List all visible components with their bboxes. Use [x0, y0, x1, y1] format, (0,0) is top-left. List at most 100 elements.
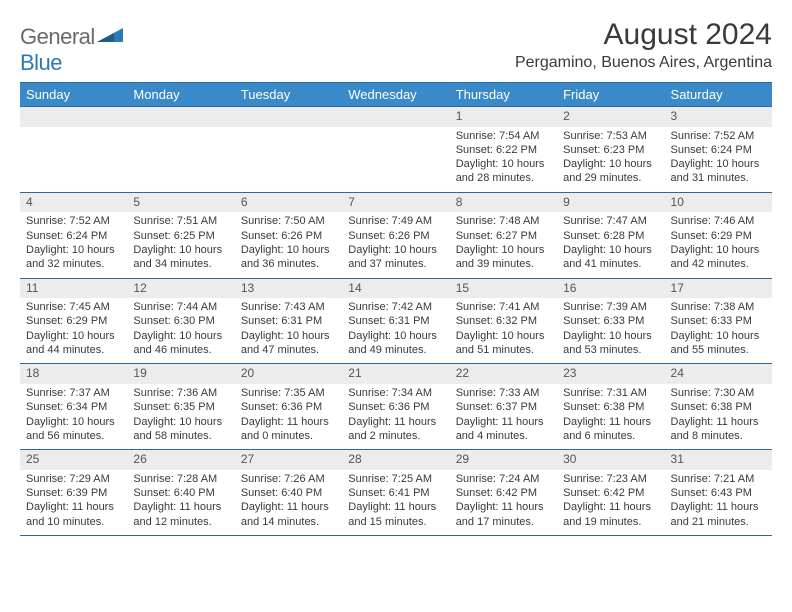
- daylight-text: Daylight: 11 hours and 2 minutes.: [348, 415, 443, 444]
- sunset-text: Sunset: 6:40 PM: [133, 486, 228, 500]
- sunrise-text: Sunrise: 7:26 AM: [241, 472, 336, 486]
- sunset-text: Sunset: 6:31 PM: [241, 314, 336, 328]
- logo-text-blue: Blue: [20, 50, 62, 75]
- sunrise-text: Sunrise: 7:34 AM: [348, 386, 443, 400]
- calendar-day-cell: 10Sunrise: 7:46 AMSunset: 6:29 PMDayligh…: [665, 192, 772, 278]
- daylight-text: Daylight: 10 hours and 53 minutes.: [563, 329, 658, 358]
- day-number: 14: [342, 279, 449, 299]
- sunrise-text: Sunrise: 7:35 AM: [241, 386, 336, 400]
- calendar-day-cell: 11Sunrise: 7:45 AMSunset: 6:29 PMDayligh…: [20, 278, 127, 364]
- sunrise-text: Sunrise: 7:41 AM: [456, 300, 551, 314]
- day-data: Sunrise: 7:49 AMSunset: 6:26 PMDaylight:…: [342, 212, 449, 277]
- sunrise-text: Sunrise: 7:39 AM: [563, 300, 658, 314]
- day-data: Sunrise: 7:46 AMSunset: 6:29 PMDaylight:…: [665, 212, 772, 277]
- daylight-text: Daylight: 11 hours and 21 minutes.: [671, 500, 766, 529]
- sunrise-text: Sunrise: 7:54 AM: [456, 129, 551, 143]
- sunset-text: Sunset: 6:31 PM: [348, 314, 443, 328]
- sunset-text: Sunset: 6:40 PM: [241, 486, 336, 500]
- day-data: Sunrise: 7:33 AMSunset: 6:37 PMDaylight:…: [450, 384, 557, 449]
- sunset-text: Sunset: 6:24 PM: [26, 229, 121, 243]
- sunset-text: Sunset: 6:22 PM: [456, 143, 551, 157]
- calendar-day-cell: 25Sunrise: 7:29 AMSunset: 6:39 PMDayligh…: [20, 450, 127, 536]
- calendar-day-cell: [342, 107, 449, 193]
- weekday-header: Friday: [557, 83, 664, 107]
- day-number: 7: [342, 193, 449, 213]
- day-number: 30: [557, 450, 664, 470]
- sunset-text: Sunset: 6:36 PM: [348, 400, 443, 414]
- day-number: 24: [665, 364, 772, 384]
- sunrise-text: Sunrise: 7:43 AM: [241, 300, 336, 314]
- daylight-text: Daylight: 10 hours and 31 minutes.: [671, 157, 766, 186]
- calendar-day-cell: 29Sunrise: 7:24 AMSunset: 6:42 PMDayligh…: [450, 450, 557, 536]
- day-number: 12: [127, 279, 234, 299]
- weekday-header: Monday: [127, 83, 234, 107]
- location: Pergamino, Buenos Aires, Argentina: [515, 54, 772, 72]
- day-data: Sunrise: 7:43 AMSunset: 6:31 PMDaylight:…: [235, 298, 342, 363]
- calendar-table: SundayMondayTuesdayWednesdayThursdayFrid…: [20, 82, 772, 536]
- sunset-text: Sunset: 6:26 PM: [348, 229, 443, 243]
- calendar-day-cell: 20Sunrise: 7:35 AMSunset: 6:36 PMDayligh…: [235, 364, 342, 450]
- day-number: 13: [235, 279, 342, 299]
- sunrise-text: Sunrise: 7:52 AM: [671, 129, 766, 143]
- calendar-day-cell: [235, 107, 342, 193]
- day-number: 25: [20, 450, 127, 470]
- day-data: Sunrise: 7:38 AMSunset: 6:33 PMDaylight:…: [665, 298, 772, 363]
- daylight-text: Daylight: 11 hours and 4 minutes.: [456, 415, 551, 444]
- day-data: Sunrise: 7:23 AMSunset: 6:42 PMDaylight:…: [557, 470, 664, 535]
- day-data: Sunrise: 7:39 AMSunset: 6:33 PMDaylight:…: [557, 298, 664, 363]
- sunrise-text: Sunrise: 7:23 AM: [563, 472, 658, 486]
- day-data: Sunrise: 7:52 AMSunset: 6:24 PMDaylight:…: [20, 212, 127, 277]
- calendar-day-cell: 15Sunrise: 7:41 AMSunset: 6:32 PMDayligh…: [450, 278, 557, 364]
- title-block: August 2024 Pergamino, Buenos Aires, Arg…: [515, 18, 772, 72]
- day-number: 9: [557, 193, 664, 213]
- daylight-text: Daylight: 11 hours and 17 minutes.: [456, 500, 551, 529]
- calendar-day-cell: [20, 107, 127, 193]
- daylight-text: Daylight: 10 hours and 29 minutes.: [563, 157, 658, 186]
- calendar-day-cell: 19Sunrise: 7:36 AMSunset: 6:35 PMDayligh…: [127, 364, 234, 450]
- sunset-text: Sunset: 6:30 PM: [133, 314, 228, 328]
- sunrise-text: Sunrise: 7:25 AM: [348, 472, 443, 486]
- daylight-text: Daylight: 11 hours and 0 minutes.: [241, 415, 336, 444]
- sunset-text: Sunset: 6:38 PM: [671, 400, 766, 414]
- sunset-text: Sunset: 6:33 PM: [671, 314, 766, 328]
- day-data: Sunrise: 7:47 AMSunset: 6:28 PMDaylight:…: [557, 212, 664, 277]
- sunrise-text: Sunrise: 7:31 AM: [563, 386, 658, 400]
- day-number: 15: [450, 279, 557, 299]
- calendar-day-cell: 23Sunrise: 7:31 AMSunset: 6:38 PMDayligh…: [557, 364, 664, 450]
- daylight-text: Daylight: 10 hours and 46 minutes.: [133, 329, 228, 358]
- day-number: [127, 107, 234, 127]
- daylight-text: Daylight: 10 hours and 37 minutes.: [348, 243, 443, 272]
- day-number: 10: [665, 193, 772, 213]
- calendar-day-cell: 28Sunrise: 7:25 AMSunset: 6:41 PMDayligh…: [342, 450, 449, 536]
- day-number: [235, 107, 342, 127]
- calendar-day-cell: [127, 107, 234, 193]
- sunrise-text: Sunrise: 7:46 AM: [671, 214, 766, 228]
- sunrise-text: Sunrise: 7:47 AM: [563, 214, 658, 228]
- calendar-day-cell: 26Sunrise: 7:28 AMSunset: 6:40 PMDayligh…: [127, 450, 234, 536]
- sunset-text: Sunset: 6:37 PM: [456, 400, 551, 414]
- day-number: 28: [342, 450, 449, 470]
- calendar-week-row: 18Sunrise: 7:37 AMSunset: 6:34 PMDayligh…: [20, 364, 772, 450]
- sunset-text: Sunset: 6:35 PM: [133, 400, 228, 414]
- sunset-text: Sunset: 6:29 PM: [26, 314, 121, 328]
- sunset-text: Sunset: 6:24 PM: [671, 143, 766, 157]
- day-number: 27: [235, 450, 342, 470]
- sunrise-text: Sunrise: 7:37 AM: [26, 386, 121, 400]
- calendar-day-cell: 13Sunrise: 7:43 AMSunset: 6:31 PMDayligh…: [235, 278, 342, 364]
- calendar-week-row: 25Sunrise: 7:29 AMSunset: 6:39 PMDayligh…: [20, 450, 772, 536]
- sunset-text: Sunset: 6:42 PM: [456, 486, 551, 500]
- calendar-week-row: 4Sunrise: 7:52 AMSunset: 6:24 PMDaylight…: [20, 192, 772, 278]
- daylight-text: Daylight: 10 hours and 55 minutes.: [671, 329, 766, 358]
- weekday-header-row: SundayMondayTuesdayWednesdayThursdayFrid…: [20, 83, 772, 107]
- day-data: Sunrise: 7:48 AMSunset: 6:27 PMDaylight:…: [450, 212, 557, 277]
- calendar-day-cell: 27Sunrise: 7:26 AMSunset: 6:40 PMDayligh…: [235, 450, 342, 536]
- day-data: Sunrise: 7:30 AMSunset: 6:38 PMDaylight:…: [665, 384, 772, 449]
- day-data: Sunrise: 7:28 AMSunset: 6:40 PMDaylight:…: [127, 470, 234, 535]
- day-number: 11: [20, 279, 127, 299]
- calendar-day-cell: 3Sunrise: 7:52 AMSunset: 6:24 PMDaylight…: [665, 107, 772, 193]
- daylight-text: Daylight: 10 hours and 42 minutes.: [671, 243, 766, 272]
- sunrise-text: Sunrise: 7:52 AM: [26, 214, 121, 228]
- day-number: 20: [235, 364, 342, 384]
- weekday-header: Wednesday: [342, 83, 449, 107]
- day-data: Sunrise: 7:24 AMSunset: 6:42 PMDaylight:…: [450, 470, 557, 535]
